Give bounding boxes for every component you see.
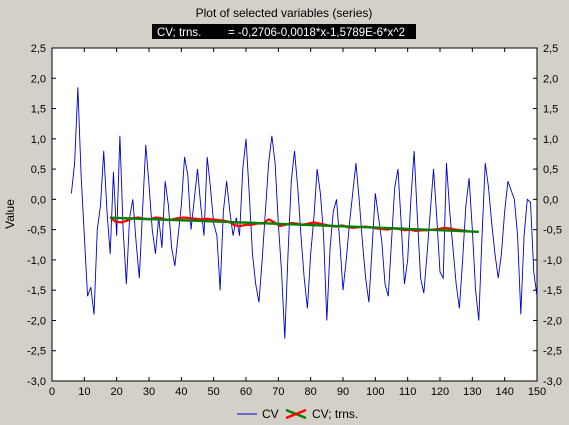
y-tick-label-left: 0,5 xyxy=(31,164,46,176)
x-tick-label: 90 xyxy=(337,386,349,398)
y-tick-label-left: -1,0 xyxy=(27,255,46,267)
y-tick-label-right: -1,5 xyxy=(543,285,562,297)
x-tick-label: 20 xyxy=(111,386,123,398)
x-tick-label: 40 xyxy=(175,386,187,398)
x-tick-label: 0 xyxy=(49,386,55,398)
x-tick-label: 30 xyxy=(143,386,155,398)
subtitle-formula: = -0,2706-0,0018*x-1,5789E-6*x^2 xyxy=(228,27,405,39)
y-tick-label-left: 0,0 xyxy=(31,194,46,206)
x-axis: 0 10 20 30 40 50 60 70 80 90 100 110 120 130 140 150 xyxy=(49,48,546,398)
y-tick-label-right: -2,5 xyxy=(543,346,562,358)
plot-area xyxy=(51,47,538,382)
legend-cv-label: CV xyxy=(262,407,279,421)
y-tick-label-right: -0,5 xyxy=(543,225,562,237)
x-tick-label: 140 xyxy=(495,386,513,398)
x-tick-label: 100 xyxy=(366,386,384,398)
y-axis-right: 2,5 2,0 1,5 1,0 0,5 0,0 -0,5 -1,0 -1,5 -2,0 -2,5 -3… xyxy=(533,43,562,388)
subtitle-series-name: CV; trns. xyxy=(157,27,201,39)
series-layer xyxy=(70,87,538,339)
y-tick-label-left: 1,5 xyxy=(31,104,46,116)
x-tick-label: 50 xyxy=(208,386,220,398)
y-tick-label-left: -1,5 xyxy=(27,285,46,297)
subtitle-background xyxy=(152,24,416,39)
chart-title: Plot of selected variables (series) xyxy=(196,6,373,20)
x-tick-label: 110 xyxy=(399,386,417,398)
y-tick-label-left: 2,0 xyxy=(31,73,46,85)
y-tick-label-right: 0,5 xyxy=(543,164,558,176)
y-tick-label-right: 0,0 xyxy=(543,194,558,206)
legend-trns-swatch-smooth xyxy=(285,408,307,420)
y-tick-label-left: -2,5 xyxy=(27,346,46,358)
y-tick-label-left: -2,0 xyxy=(27,315,46,327)
x-tick-label: 80 xyxy=(305,386,317,398)
legend: CV CV; trns. xyxy=(237,407,358,421)
y-axis-label: Value xyxy=(3,199,17,229)
series-cv-line xyxy=(70,87,538,339)
legend-trns-label: CV; trns. xyxy=(312,407,358,421)
y-tick-label-right: -1,0 xyxy=(543,255,562,267)
x-tick-label: 130 xyxy=(463,386,481,398)
x-tick-label: 150 xyxy=(528,386,546,398)
x-tick-label: 10 xyxy=(78,386,90,398)
y-tick-label-left: -0,5 xyxy=(27,225,46,237)
x-tick-label: 60 xyxy=(240,386,252,398)
y-axis-left: 2,5 2,0 1,5 1,0 0,5 0,0 -0,5 -1,0 -1,5 -2,0 -2,5 -3… xyxy=(27,43,56,388)
y-tick-label-left: 1,0 xyxy=(31,134,46,146)
y-tick-label-left: -3,0 xyxy=(27,376,46,388)
y-tick-label-right: 1,0 xyxy=(543,134,558,146)
x-tick-label: 70 xyxy=(272,386,284,398)
y-tick-label-right: 2,5 xyxy=(543,43,558,55)
y-tick-label-right: -3,0 xyxy=(543,376,562,388)
series-trend-line xyxy=(110,216,479,233)
y-tick-label-left: 2,5 xyxy=(31,43,46,55)
x-tick-label: 120 xyxy=(431,386,449,398)
y-tick-label-right: -2,0 xyxy=(543,315,562,327)
y-tick-label-right: 1,5 xyxy=(543,104,558,116)
y-tick-label-right: 2,0 xyxy=(543,73,558,85)
